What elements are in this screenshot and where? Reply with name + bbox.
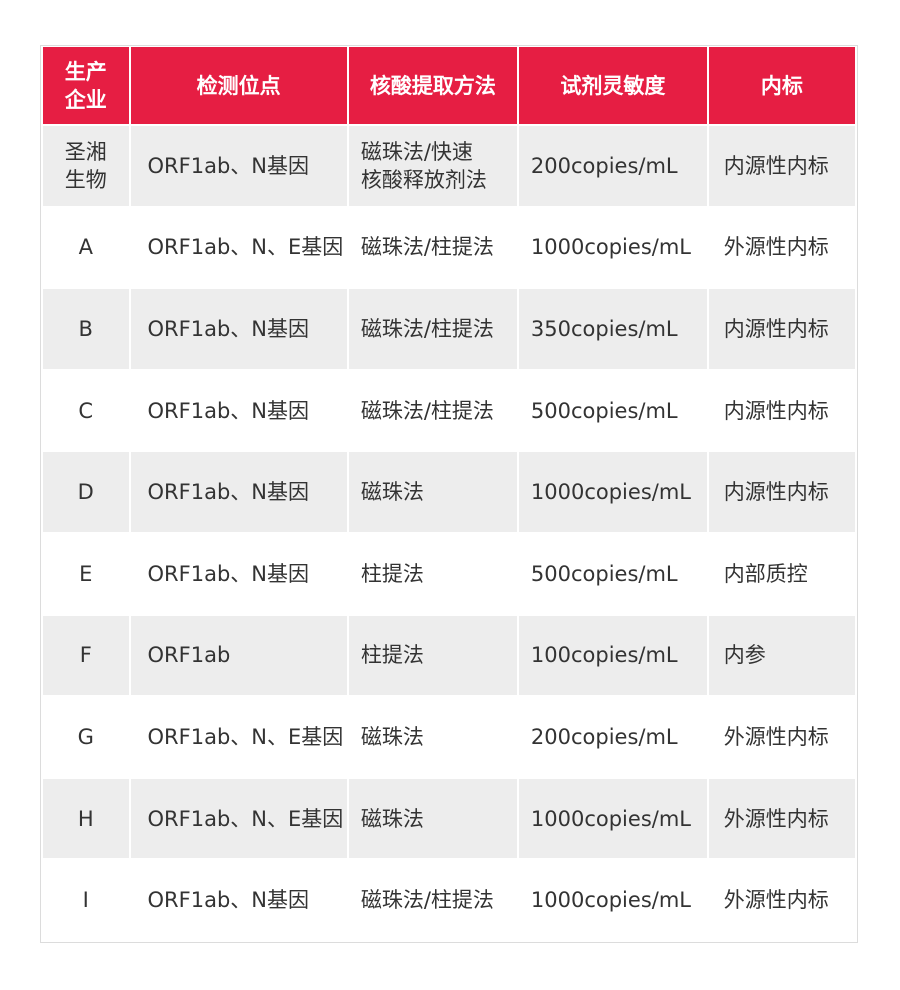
- cell-company: C: [43, 371, 129, 453]
- cell-sensitivity: 100copies/mL: [518, 615, 707, 698]
- cell-detection-target: ORF1ab、N基因: [130, 371, 347, 453]
- cell-detection-target: ORF1ab、N基因: [130, 126, 347, 208]
- cell-internal-control: 内源性内标: [708, 289, 855, 371]
- cell-internal-control: 内源性内标: [708, 452, 855, 534]
- table-row: 圣湘 生物 ORF1ab、N基因 磁珠法/快速 核酸释放剂法 200copies/mL 内源…: [43, 126, 855, 208]
- cell-sensitivity: 200copies/mL: [518, 126, 707, 208]
- cell-detection-target: ORF1ab、N、E基因: [130, 778, 347, 861]
- table-row: E ORF1ab、N基因 柱提法 500copies/mL 内部质控: [43, 534, 855, 616]
- cell-sensitivity: 1000copies/mL: [518, 452, 707, 534]
- cell-extraction-method: 磁珠法/柱提法: [348, 289, 517, 371]
- table-row: F ORF1ab 柱提法 100copies/mL 内参: [43, 615, 855, 698]
- cell-company: D: [43, 452, 129, 534]
- cell-extraction-method: 磁珠法: [348, 452, 517, 534]
- cell-detection-target: ORF1ab、N基因: [130, 534, 347, 616]
- cell-detection-target: ORF1ab、N基因: [130, 289, 347, 371]
- comparison-table-frame: 生产 企业 检测位点 核酸提取方法 试剂灵敏度 内标 圣湘 生物 ORF1ab、N基因 磁珠法/…: [40, 45, 858, 943]
- comparison-table: 生产 企业 检测位点 核酸提取方法 试剂灵敏度 内标 圣湘 生物 ORF1ab、N基因 磁珠法/…: [41, 47, 857, 942]
- cell-company: B: [43, 289, 129, 371]
- cell-sensitivity: 500copies/mL: [518, 534, 707, 616]
- cell-detection-target: ORF1ab、N、E基因: [130, 697, 347, 779]
- table-row: G ORF1ab、N、E基因 磁珠法 200copies/mL 外源性内标: [43, 697, 855, 779]
- header-row: 生产 企业 检测位点 核酸提取方法 试剂灵敏度 内标: [43, 47, 855, 126]
- cell-detection-target: ORF1ab、N基因: [130, 860, 347, 942]
- cell-company: G: [43, 697, 129, 779]
- cell-extraction-method: 磁珠法: [348, 778, 517, 861]
- cell-extraction-method: 磁珠法/柱提法: [348, 371, 517, 453]
- cell-extraction-method: 磁珠法: [348, 697, 517, 779]
- cell-internal-control: 外源性内标: [708, 208, 855, 290]
- cell-company: A: [43, 208, 129, 290]
- cell-detection-target: ORF1ab、N、E基因: [130, 208, 347, 290]
- cell-company: H: [43, 778, 129, 861]
- cell-extraction-method: 磁珠法/柱提法: [348, 860, 517, 942]
- table-row: C ORF1ab、N基因 磁珠法/柱提法 500copies/mL 内源性内标: [43, 371, 855, 453]
- header-extraction-method: 核酸提取方法: [348, 47, 517, 126]
- cell-internal-control: 内参: [708, 615, 855, 698]
- table-row: A ORF1ab、N、E基因 磁珠法/柱提法 1000copies/mL 外源性内标: [43, 208, 855, 290]
- cell-extraction-method: 柱提法: [348, 615, 517, 698]
- cell-internal-control: 内源性内标: [708, 126, 855, 208]
- cell-company: E: [43, 534, 129, 616]
- table-row: D ORF1ab、N基因 磁珠法 1000copies/mL 内源性内标: [43, 452, 855, 534]
- cell-sensitivity: 350copies/mL: [518, 289, 707, 371]
- cell-extraction-method: 磁珠法/柱提法: [348, 208, 517, 290]
- cell-sensitivity: 1000copies/mL: [518, 208, 707, 290]
- cell-extraction-method: 磁珠法/快速 核酸释放剂法: [348, 126, 517, 208]
- cell-sensitivity: 1000copies/mL: [518, 860, 707, 942]
- cell-internal-control: 外源性内标: [708, 860, 855, 942]
- cell-sensitivity: 500copies/mL: [518, 371, 707, 453]
- cell-company: F: [43, 615, 129, 698]
- cell-internal-control: 内源性内标: [708, 371, 855, 453]
- cell-company: I: [43, 860, 129, 942]
- header-detection-target: 检测位点: [130, 47, 347, 126]
- cell-internal-control: 外源性内标: [708, 697, 855, 779]
- table-row: H ORF1ab、N、E基因 磁珠法 1000copies/mL 外源性内标: [43, 778, 855, 861]
- cell-sensitivity: 200copies/mL: [518, 697, 707, 779]
- table-row: I ORF1ab、N基因 磁珠法/柱提法 1000copies/mL 外源性内标: [43, 860, 855, 942]
- header-internal-control: 内标: [708, 47, 855, 126]
- header-company: 生产 企业: [43, 47, 129, 126]
- cell-detection-target: ORF1ab: [130, 615, 347, 698]
- header-sensitivity: 试剂灵敏度: [518, 47, 707, 126]
- cell-detection-target: ORF1ab、N基因: [130, 452, 347, 534]
- cell-company: 圣湘 生物: [43, 126, 129, 208]
- cell-extraction-method: 柱提法: [348, 534, 517, 616]
- cell-internal-control: 外源性内标: [708, 778, 855, 861]
- table-row: B ORF1ab、N基因 磁珠法/柱提法 350copies/mL 内源性内标: [43, 289, 855, 371]
- cell-sensitivity: 1000copies/mL: [518, 778, 707, 861]
- cell-internal-control: 内部质控: [708, 534, 855, 616]
